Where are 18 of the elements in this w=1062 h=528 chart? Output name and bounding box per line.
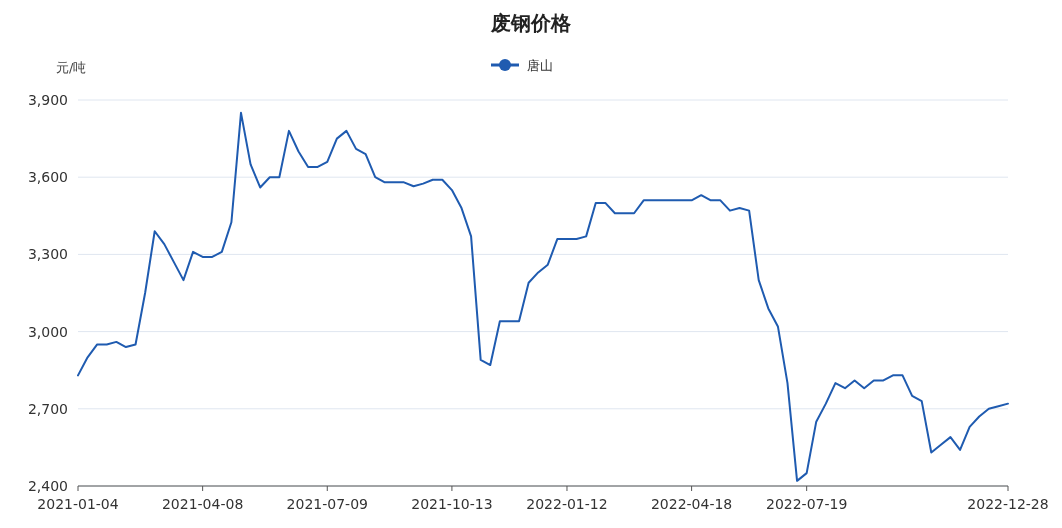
- y-tick-label: 3,600: [27, 169, 68, 186]
- x-tick-label: 2021-01-04: [37, 496, 119, 512]
- y-tick-label: 3,000: [27, 323, 68, 340]
- chart-title: 废钢价格: [490, 11, 572, 35]
- y-axis-title: 元/吨: [56, 60, 87, 75]
- x-tick-label: 2021-04-08: [161, 496, 244, 512]
- x-tick-label: 2022-12-28: [967, 496, 1049, 512]
- y-tick-label: 2,700: [27, 400, 68, 417]
- legend: 唐山: [491, 58, 553, 73]
- x-tick-label: 2021-07-09: [286, 496, 368, 512]
- y-tick-label: 3,900: [27, 92, 68, 108]
- x-tick-label: 2022-07-19: [765, 496, 848, 512]
- y-tick-label: 2,400: [27, 478, 68, 494]
- x-tick-label: 2022-04-18: [650, 496, 733, 512]
- x-tick-label: 2021-10-13: [411, 496, 493, 512]
- x-tick-label: 2022-01-12: [526, 496, 608, 512]
- y-tick-label: 3,300: [27, 246, 68, 263]
- legend-label: 唐山: [527, 58, 553, 73]
